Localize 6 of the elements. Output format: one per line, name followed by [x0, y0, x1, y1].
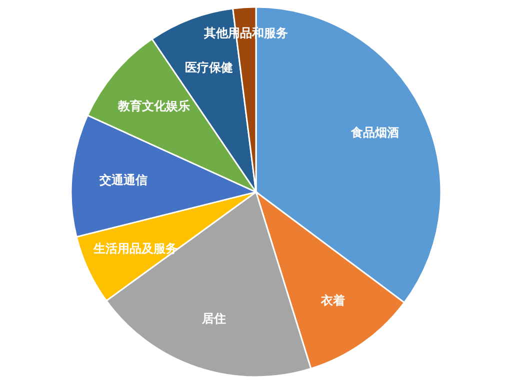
slice-label: 衣着: [320, 294, 345, 308]
slice-label: 交通通信: [98, 172, 148, 187]
slice-label: 居住: [201, 311, 226, 326]
slice-label: 医疗保健: [184, 60, 233, 74]
slice-label: 教育文化娱乐: [117, 99, 190, 114]
slice-label: 食品烟酒: [350, 125, 400, 140]
